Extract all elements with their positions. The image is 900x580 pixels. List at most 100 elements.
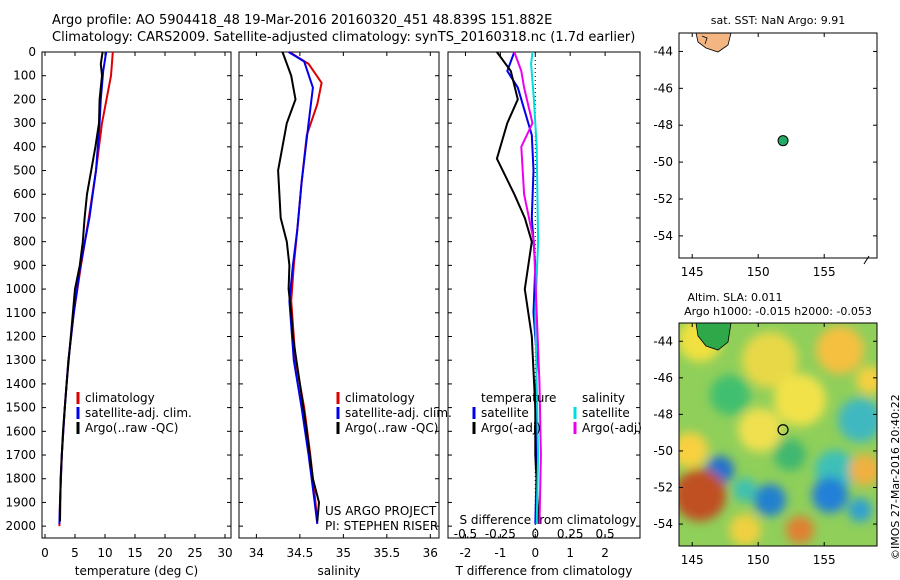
x-tick-label: 35.5	[373, 546, 400, 560]
y-tick-label: 1800	[5, 472, 36, 486]
sla-blob	[838, 398, 877, 442]
map-y-label: -44	[653, 44, 673, 58]
tasmania-land	[695, 32, 732, 53]
y-tick-label: 1700	[5, 448, 36, 462]
x-tick-label: 0	[531, 546, 539, 560]
tasmania-coast	[701, 35, 708, 45]
y-tick-label: 1200	[5, 329, 36, 343]
map-y-label: -44	[653, 334, 673, 348]
sla-blob	[742, 332, 798, 388]
argo-float-marker	[777, 135, 789, 147]
sla-blob	[848, 498, 872, 522]
map-x-label: 155	[813, 265, 836, 279]
sla-field	[679, 323, 877, 546]
x-tick-label: 20	[157, 546, 172, 560]
map1-edge-mark	[863, 255, 870, 265]
map-x-label: 155	[813, 553, 836, 567]
sla-blob	[679, 432, 708, 468]
series-diff-1	[495, 51, 540, 524]
sla-blob	[774, 374, 826, 426]
map-y-label: -54	[653, 517, 673, 531]
x-tick-label: 36	[423, 546, 438, 560]
map-x-label: 145	[681, 265, 704, 279]
sla-blob	[729, 514, 761, 546]
pi-label: PI: STEPHEN RISER	[325, 519, 438, 533]
y-tick-label: 1100	[5, 306, 36, 320]
y-tick-label: 1600	[5, 424, 36, 438]
legend-label-diff-t-sat: satellite	[481, 406, 529, 420]
legend-title-salinity: salinity	[582, 391, 625, 405]
sla-blob	[710, 375, 750, 415]
series-temp-2	[59, 51, 104, 522]
tasmania-land-sla	[695, 323, 732, 351]
legend-title-temperature: temperature	[481, 391, 556, 405]
argo-float-marker-sla	[777, 424, 789, 436]
y-tick-label: 500	[13, 164, 36, 178]
panel-frame-temperature	[41, 51, 232, 539]
y-tick-label: 1500	[5, 401, 36, 415]
x-tick-label: 2	[601, 546, 609, 560]
map1-title: sat. SST: NaN Argo: 9.91	[711, 14, 845, 27]
x-tick-label: -1	[494, 546, 506, 560]
panel-frame-salinity	[238, 51, 440, 539]
x2-tick-label: -0.25	[485, 527, 516, 541]
map-y-label: -48	[653, 407, 673, 421]
x-tick-label: 25	[187, 546, 202, 560]
x2-tick-label: 0.5	[596, 527, 615, 541]
legend-label-diff-s-argo: Argo(-adj)	[582, 421, 642, 435]
series-sal-0	[288, 51, 323, 524]
y-tick-label: 1400	[5, 377, 36, 391]
y-tick-label: 1900	[5, 495, 36, 509]
sla-blob	[849, 454, 877, 486]
x-tick-label: -2	[459, 546, 471, 560]
map-y-label: -52	[653, 481, 673, 495]
map-y-label: -52	[653, 192, 673, 206]
y-tick-label: 700	[13, 211, 36, 225]
map-y-label: -46	[653, 81, 673, 95]
series-sal-1	[288, 51, 319, 524]
sla-blob	[786, 516, 814, 544]
map-x-label: 150	[747, 553, 770, 567]
y-tick-label: 400	[13, 140, 36, 154]
y-tick-label: 800	[13, 235, 36, 249]
sla-blob	[733, 478, 757, 502]
map-y-label: -48	[653, 118, 673, 132]
title-line-2: Climatology: CARS2009. Satellite-adjuste…	[52, 30, 636, 45]
y-tick-label: 1300	[5, 353, 36, 367]
x-tick-label: 35	[336, 546, 351, 560]
x-tick-label: 34.5	[287, 546, 314, 560]
x2-axis-label: S difference from climatology	[460, 513, 637, 527]
x-axis-label: T difference from climatology	[455, 564, 633, 578]
x-tick-label: 10	[97, 546, 112, 560]
y-tick-label: 0	[28, 45, 36, 59]
sla-blob	[738, 408, 782, 452]
x-tick-label: 5	[71, 546, 79, 560]
x-tick-label: 1	[566, 546, 574, 560]
y-tick-label: 600	[13, 187, 36, 201]
y-tick-label: 1000	[5, 282, 36, 296]
map-frame-sla	[678, 322, 878, 547]
y-tick-label: 900	[13, 258, 36, 272]
legend-label-sal-2: Argo(..raw -QC)	[345, 421, 438, 435]
x2-tick-label: -0.5	[454, 527, 477, 541]
y-tick-label: 100	[13, 69, 36, 83]
x-axis-label: salinity	[317, 564, 360, 578]
x2-tick-label: 0.25	[557, 527, 584, 541]
x2-tick-label: 0	[531, 527, 539, 541]
legend-label-temp-0: climatology	[85, 391, 155, 405]
legend-label-sal-1: satellite-adj. clim.	[345, 406, 452, 420]
series-temp-0	[58, 51, 114, 527]
map-y-label: -50	[653, 444, 673, 458]
legend-label-temp-2: Argo(..raw -QC)	[85, 421, 178, 435]
map2-title-line-1: Altim. SLA: 0.011	[687, 291, 782, 304]
legend-label-temp-1: satellite-adj. clim.	[85, 406, 192, 420]
x-tick-label: 0	[41, 546, 49, 560]
sla-blob	[856, 366, 877, 394]
x-tick-label: 15	[127, 546, 142, 560]
sla-blobs	[679, 323, 877, 546]
sla-blob	[812, 477, 848, 513]
x-axis-label: temperature (deg C)	[75, 564, 198, 578]
sla-blob	[679, 469, 726, 521]
sla-blob	[754, 484, 786, 516]
legend-label-diff-s-sat: satellite	[582, 406, 630, 420]
